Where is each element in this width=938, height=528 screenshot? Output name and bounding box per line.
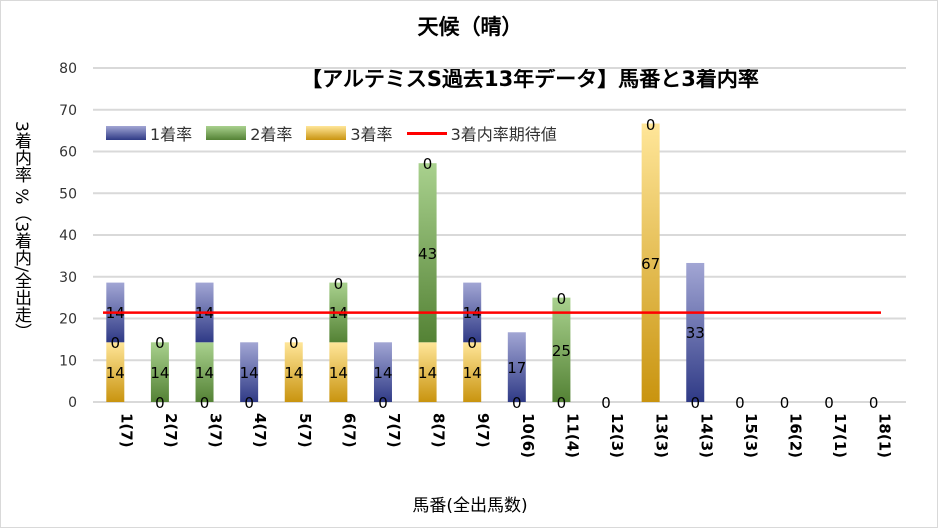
- data-label: 0: [601, 394, 611, 412]
- y-tick-label: 0: [68, 395, 77, 411]
- legend-label: 1着率: [150, 125, 193, 144]
- data-label: 0: [200, 394, 210, 412]
- y-tick-label: 70: [59, 103, 77, 119]
- data-label: 0: [334, 275, 344, 293]
- data-label: 0: [378, 394, 388, 412]
- bar-segment: [195, 342, 214, 402]
- x-tick-label: 13(3): [653, 413, 671, 458]
- data-label: 0: [557, 394, 567, 412]
- legend-swatch: [306, 126, 347, 140]
- x-tick-label: 11(4): [563, 413, 581, 458]
- data-label: 0: [512, 394, 522, 412]
- data-label: 0: [423, 155, 433, 173]
- x-tick-label: 16(2): [786, 413, 804, 458]
- x-tick-label: 3(7): [207, 413, 225, 448]
- legend-swatch: [106, 126, 146, 140]
- data-label: 14: [106, 364, 125, 382]
- data-label: 0: [289, 334, 299, 352]
- y-tick-label: 20: [59, 312, 77, 328]
- bar-segment: [418, 342, 437, 402]
- data-label: 14: [373, 364, 392, 382]
- bar-segment: [686, 262, 705, 402]
- data-label: 0: [111, 334, 121, 352]
- y-tick-label: 30: [59, 270, 77, 286]
- legend-label: 2着率: [250, 125, 293, 144]
- chart-title: 天候（晴）: [417, 15, 523, 39]
- x-tick-label: 15(3): [742, 413, 760, 458]
- y-tick-label: 10: [59, 353, 77, 369]
- y-tick-label: 80: [59, 61, 77, 77]
- data-label: 0: [155, 334, 165, 352]
- chart-subtitle: 【アルテミスS過去13年データ】馬番と3着内率: [301, 67, 759, 91]
- legend-item-2nd: 2着率: [206, 121, 292, 145]
- data-label: 14: [418, 364, 437, 382]
- data-label: 0: [244, 394, 254, 412]
- x-tick-label: 6(7): [340, 413, 358, 448]
- bar-segment: [284, 342, 303, 402]
- x-tick-label: 4(7): [251, 413, 269, 448]
- x-tick-label: 1(7): [117, 413, 135, 448]
- bar-segment: [106, 342, 125, 402]
- bar-segment: [507, 332, 526, 402]
- x-tick-label: 2(7): [162, 413, 180, 448]
- legend: 1着率 2着率 3着率 3着内率期待値: [106, 121, 557, 145]
- data-label: 0: [155, 394, 165, 412]
- x-tick-label: 14(3): [697, 413, 715, 458]
- data-label: 0: [646, 116, 656, 134]
- data-label: 43: [418, 245, 437, 263]
- x-tick-label: 10(6): [519, 413, 537, 458]
- x-tick-label: 8(7): [430, 413, 448, 448]
- data-label: 17: [507, 359, 526, 377]
- data-label: 33: [686, 324, 705, 342]
- bar-segment: [150, 342, 169, 402]
- data-label: 0: [780, 394, 790, 412]
- data-label: 0: [869, 394, 879, 412]
- legend-line: [406, 131, 447, 135]
- legend-label: 3着率: [350, 125, 393, 144]
- data-label: 25: [552, 342, 571, 360]
- x-axis-label: 馬番(全出馬数): [412, 496, 528, 516]
- y-tick-label: 60: [59, 145, 77, 161]
- bar-segment: [418, 163, 437, 343]
- bar-segment: [463, 342, 482, 402]
- data-label: 14: [329, 364, 348, 382]
- legend-item-1st: 1着率: [106, 121, 192, 145]
- data-label: 14: [240, 364, 259, 382]
- bar-segment: [240, 342, 259, 402]
- x-tick-label: 18(1): [876, 413, 894, 458]
- legend-item-expected: 3着内率期待値: [406, 121, 557, 145]
- data-label: 0: [735, 394, 745, 412]
- data-label: 14: [463, 364, 482, 382]
- x-tick-label: 17(1): [831, 413, 849, 458]
- legend-item-3rd: 3着率: [306, 121, 393, 145]
- data-label: 0: [690, 394, 700, 412]
- data-label: 14: [195, 364, 214, 382]
- x-tick-label: 5(7): [296, 413, 314, 448]
- bar-segment: [552, 297, 571, 402]
- bar-segment: [641, 123, 660, 402]
- legend-swatch: [206, 126, 247, 140]
- y-tick-label: 40: [59, 228, 77, 244]
- data-label: 67: [641, 255, 660, 273]
- y-tick-label: 50: [59, 186, 77, 202]
- bar-segment: [373, 342, 392, 402]
- x-tick-label: 7(7): [385, 413, 403, 448]
- legend-label: 3着内率期待値: [450, 125, 557, 144]
- x-tick-label: 9(7): [474, 413, 492, 448]
- data-label: 0: [467, 334, 477, 352]
- data-label: 0: [824, 394, 834, 412]
- data-label: 14: [284, 364, 303, 382]
- bar-segment: [329, 342, 348, 402]
- y-axis-label: 3着内率 %（3着内/全出走）: [11, 121, 31, 340]
- x-tick-label: 12(3): [608, 413, 626, 458]
- data-label: 14: [150, 364, 169, 382]
- data-label: 0: [557, 290, 567, 308]
